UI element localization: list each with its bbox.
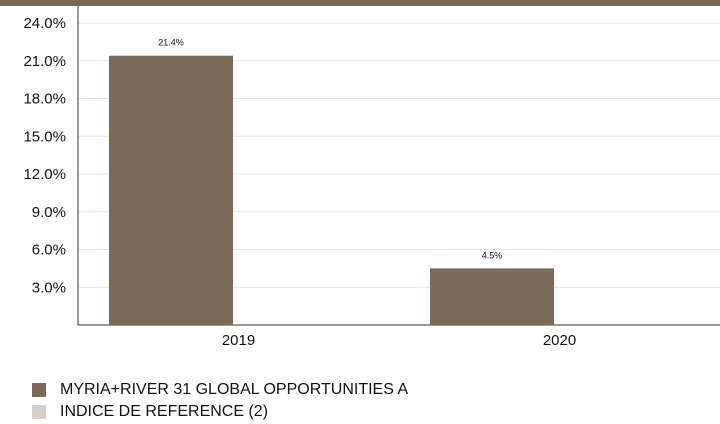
y-tick-label: 15.0% [23, 128, 66, 145]
data-label: 4.5% [482, 250, 503, 260]
y-tick-label: 18.0% [23, 91, 66, 108]
legend-swatch-index [32, 405, 46, 419]
legend-item-index: INDICE DE REFERENCE (2) [32, 402, 408, 422]
bar-chart: 3.0% 6.0% 9.0% 12.0% 15.0% 18.0% 21.0% 24.0% 201… [23, 6, 720, 349]
legend-swatch-fund [32, 383, 46, 397]
chart-legend: MYRIA+RIVER 31 GLOBAL OPPORTUNITIES A IN… [32, 380, 408, 424]
data-label: 21.4% [158, 38, 184, 48]
top-band [0, 0, 720, 6]
legend-label-fund: MYRIA+RIVER 31 GLOBAL OPPORTUNITIES A [60, 381, 409, 398]
bar [430, 268, 554, 325]
x-tick-label: 2019 [222, 332, 255, 349]
legend-label-index: INDICE DE REFERENCE (2) [60, 403, 269, 420]
y-tick-label: 12.0% [23, 166, 66, 183]
legend-item-fund: MYRIA+RIVER 31 GLOBAL OPPORTUNITIES A [32, 380, 408, 400]
bar [109, 55, 233, 325]
x-tick-label: 2020 [543, 332, 576, 349]
y-tick-label: 3.0% [32, 279, 66, 296]
y-tick-label: 9.0% [32, 204, 66, 221]
y-tick-label: 21.0% [23, 53, 66, 70]
y-tick-label: 24.0% [23, 15, 66, 32]
y-tick-label: 6.0% [32, 242, 66, 259]
